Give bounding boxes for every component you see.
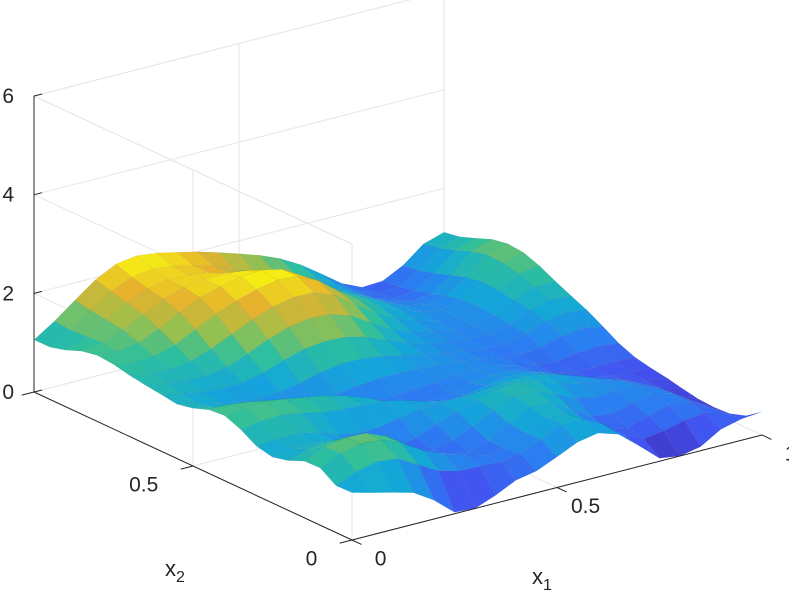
- z-tick-mark: [33, 389, 43, 393]
- z-tick-label: 2: [2, 282, 14, 305]
- tick-labels: 00.5100.510246: [2, 85, 789, 570]
- z-tick-label: 4: [2, 184, 14, 207]
- x-axis-label-base: x: [532, 564, 543, 589]
- surface-facet: [438, 236, 477, 251]
- y-tick-mark: [180, 465, 194, 470]
- x-axis-label: x1: [532, 564, 552, 594]
- x-tick-mark: [761, 434, 772, 440]
- surface-facet: [581, 326, 620, 347]
- y-tick-mark: [339, 539, 353, 544]
- surface-facet: [422, 231, 461, 249]
- x-tick-mark: [556, 487, 567, 493]
- y-axis-label-sub: 2: [176, 569, 185, 586]
- x-tick-label: 0.5: [571, 495, 600, 518]
- z-tick-mark: [33, 192, 43, 196]
- x-tick-mark: [351, 539, 362, 545]
- x-axis-label-sub: 1: [543, 577, 552, 594]
- x-tick-label: 0: [375, 547, 387, 570]
- surface-facet: [597, 342, 636, 363]
- z-tick-mark: [33, 290, 43, 294]
- z-tick-label: 0: [2, 381, 14, 404]
- y-tick-mark: [21, 391, 35, 396]
- z-tick-mark: [33, 93, 43, 97]
- y-axis-label: x2: [165, 556, 185, 586]
- y-axis-label-base: x: [165, 556, 176, 581]
- z-tick-label: 6: [2, 85, 14, 108]
- surface-mesh: [33, 231, 763, 513]
- surface-facet: [725, 411, 763, 420]
- x-tick-label: 1: [785, 442, 789, 465]
- surface-facet: [454, 237, 493, 252]
- surface-facet: [661, 388, 699, 400]
- y-tick-label: 0: [306, 547, 318, 570]
- y-tick-label: 0.5: [129, 473, 158, 496]
- surface-facet: [470, 238, 509, 256]
